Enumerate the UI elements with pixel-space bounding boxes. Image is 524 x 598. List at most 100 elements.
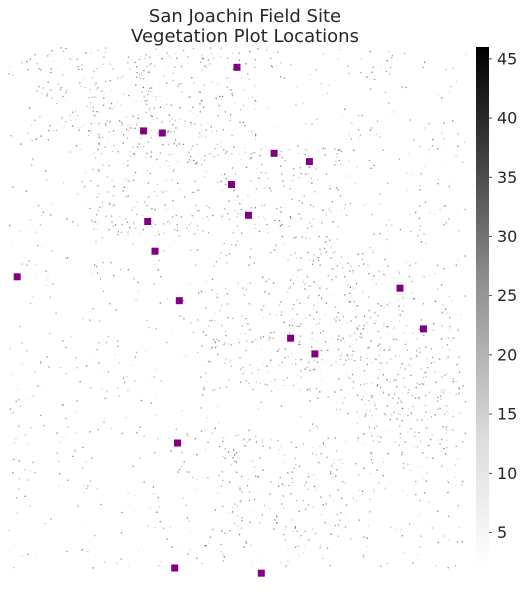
raster-speckle — [401, 535, 403, 537]
raster-speckle — [300, 359, 302, 361]
raster-speckle — [400, 401, 403, 403]
raster-speckle — [228, 200, 230, 202]
raster-speckle — [247, 478, 250, 480]
raster-speckle — [133, 494, 136, 496]
raster-speckle — [457, 329, 459, 331]
raster-speckle — [159, 96, 161, 98]
raster-speckle — [109, 203, 111, 205]
raster-speckle — [336, 316, 338, 318]
raster-speckle — [325, 302, 328, 304]
raster-speckle — [364, 443, 366, 445]
raster-speckle — [151, 115, 153, 117]
raster-speckle — [94, 84, 96, 86]
raster-speckle — [352, 343, 354, 346]
raster-speckle — [188, 230, 190, 232]
raster-speckle — [464, 400, 467, 403]
raster-speckle — [280, 206, 282, 208]
raster-speckle — [89, 102, 92, 104]
raster-speckle — [331, 477, 334, 479]
raster-speckle — [431, 434, 433, 436]
raster-speckle — [194, 233, 196, 235]
raster-speckle — [111, 427, 113, 430]
raster-speckle — [111, 150, 114, 152]
raster-speckle — [376, 385, 378, 387]
raster-speckle — [177, 161, 179, 163]
raster-speckle — [248, 193, 250, 196]
raster-speckle — [187, 161, 189, 163]
raster-speckle — [97, 428, 99, 431]
raster-speckle — [174, 139, 177, 141]
raster-speckle — [276, 314, 278, 316]
raster-speckle — [442, 391, 445, 393]
raster-speckle — [139, 457, 141, 459]
raster-speckle — [217, 492, 219, 494]
raster-speckle — [442, 304, 444, 306]
raster-speckle — [317, 397, 319, 399]
raster-speckle — [313, 304, 315, 306]
raster-speckle — [364, 415, 366, 417]
raster-speckle — [169, 131, 172, 133]
raster-speckle — [227, 317, 229, 319]
raster-speckle — [340, 163, 342, 165]
raster-speckle — [322, 330, 324, 332]
raster-speckle — [89, 106, 91, 108]
raster-speckle — [374, 322, 376, 325]
raster-speckle — [98, 170, 100, 172]
raster-speckle — [407, 153, 409, 155]
raster-speckle — [26, 60, 28, 63]
raster-speckle — [425, 411, 427, 413]
raster-speckle — [431, 361, 433, 364]
raster-speckle — [169, 526, 172, 528]
raster-speckle — [164, 125, 166, 127]
raster-speckle — [159, 302, 161, 304]
raster-speckle — [221, 553, 223, 555]
raster-speckle — [380, 336, 382, 339]
raster-speckle — [387, 265, 389, 267]
raster-speckle — [307, 361, 309, 364]
raster-speckle — [163, 223, 165, 225]
raster-speckle — [172, 170, 174, 173]
raster-speckle — [338, 524, 340, 526]
raster-speckle — [190, 530, 192, 532]
raster-speckle — [217, 115, 219, 117]
raster-speckle — [371, 213, 373, 216]
raster-speckle — [436, 400, 439, 402]
raster-speckle — [135, 99, 137, 102]
raster-speckle — [362, 433, 364, 435]
raster-speckle — [166, 298, 168, 300]
raster-speckle — [357, 314, 359, 316]
raster-speckle — [338, 159, 341, 162]
raster-speckle — [260, 338, 263, 341]
raster-speckle — [411, 292, 413, 294]
raster-speckle — [48, 366, 50, 368]
raster-speckle — [398, 355, 401, 357]
raster-speckle — [355, 316, 357, 318]
raster-speckle — [190, 148, 192, 151]
raster-speckle — [435, 565, 437, 567]
raster-speckle — [254, 207, 256, 209]
raster-speckle — [98, 342, 101, 344]
raster-speckle — [384, 116, 386, 118]
raster-speckle — [406, 494, 408, 496]
raster-speckle — [221, 95, 224, 98]
raster-speckle — [437, 541, 439, 544]
raster-speckle — [240, 109, 242, 111]
raster-speckle — [106, 176, 109, 178]
raster-speckle — [251, 460, 254, 462]
raster-speckle — [214, 147, 216, 150]
raster-speckle — [353, 271, 355, 273]
raster-speckle — [360, 384, 362, 386]
raster-speckle — [398, 444, 400, 446]
raster-speckle — [424, 371, 426, 373]
raster-speckle — [373, 357, 376, 359]
raster-speckle — [92, 168, 94, 171]
raster-speckle — [462, 441, 464, 443]
raster-speckle — [149, 507, 151, 509]
raster-speckle — [99, 65, 102, 67]
raster-speckle — [368, 266, 370, 268]
raster-speckle — [379, 232, 381, 235]
raster-speckle — [346, 214, 348, 216]
raster-speckle — [293, 168, 295, 170]
raster-speckle — [363, 315, 366, 317]
raster-speckle — [339, 262, 341, 264]
